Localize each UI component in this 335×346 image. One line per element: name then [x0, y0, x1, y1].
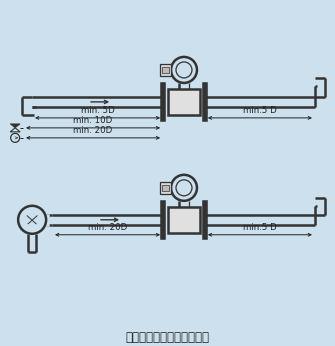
Bar: [168, 207, 200, 233]
Text: min. 5D: min. 5D: [81, 106, 115, 115]
Text: min. 20D: min. 20D: [88, 223, 127, 232]
Text: 弯管、阀门和泵之间的安装: 弯管、阀门和泵之间的安装: [125, 331, 209, 344]
Text: min. 10D: min. 10D: [73, 116, 113, 125]
Polygon shape: [10, 124, 20, 128]
Bar: [160, 182, 171, 194]
Bar: [168, 89, 200, 115]
Text: min.5 D: min.5 D: [243, 106, 277, 115]
Bar: [44, 215, 48, 225]
Bar: [160, 64, 171, 76]
Text: min.5 D: min.5 D: [243, 223, 277, 232]
Text: min. 20D: min. 20D: [73, 126, 113, 135]
Bar: [162, 185, 169, 191]
Bar: [162, 67, 169, 73]
